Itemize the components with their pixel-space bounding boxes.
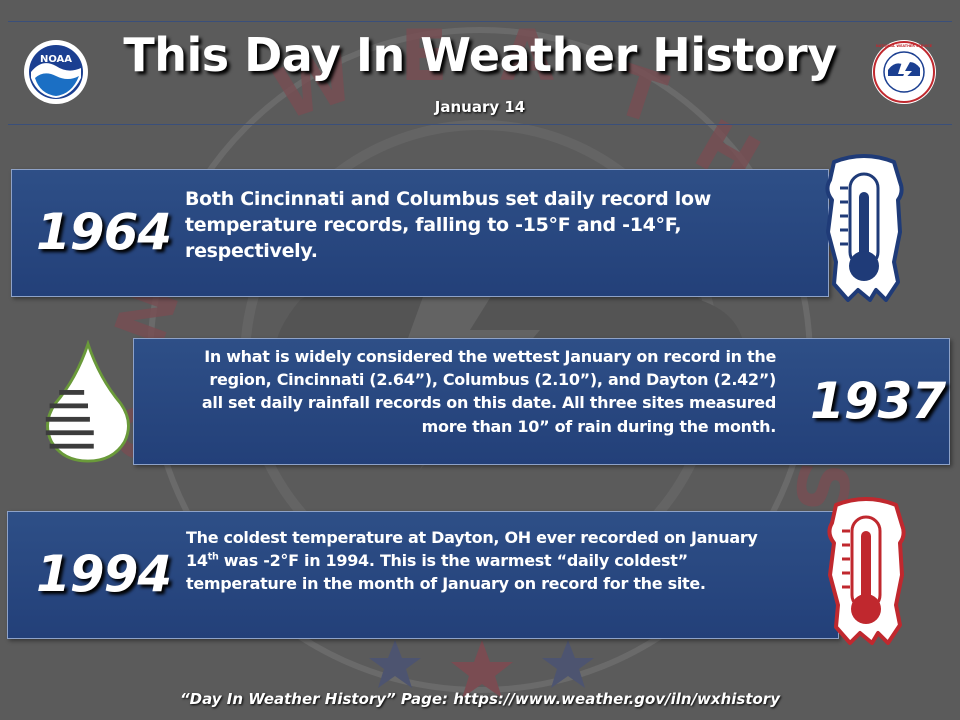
nws-logo: NATIONAL WEATHER SERVICE: [872, 40, 936, 104]
nws-logo-text: NATIONAL WEATHER SERVICE: [876, 44, 933, 48]
footer-link-text: “Day In Weather History” Page: https://w…: [180, 690, 780, 708]
noaa-logo: NOAA: [24, 40, 88, 104]
event-text-1994-part1: The coldest temperature at Dayton, OH ev…: [186, 528, 758, 571]
event-year-1937: 1937: [810, 372, 946, 430]
noaa-logo-text: NOAA: [40, 54, 72, 65]
svg-text:A: A: [500, 15, 554, 97]
event-panel-1964: [11, 169, 829, 297]
frozen-thermometer-icon: [825, 154, 904, 302]
page-title: This Day In Weather History: [123, 28, 837, 82]
svg-text:E: E: [400, 15, 448, 97]
event-text-1937: In what is widely considered the wettest…: [201, 347, 776, 436]
event-panel-1994: [7, 511, 839, 639]
header-bottom-rule: [8, 124, 952, 125]
header-top-rule: [8, 21, 952, 22]
event-text-1994-sup: th: [207, 551, 219, 563]
event-text-1994: The coldest temperature at Dayton, OH ev…: [186, 526, 766, 596]
warm-thermometer-icon: [827, 497, 906, 645]
event-text-1964: Both Cincinnati and Columbus set daily r…: [185, 188, 711, 263]
raindrop-icon: [45, 340, 130, 463]
event-year-1994: 1994: [36, 545, 172, 603]
page-date: January 14: [434, 98, 526, 116]
event-year-1964: 1964: [36, 203, 172, 261]
event-text-1994-part2: was -2°F in 1994. This is the warmest “d…: [186, 551, 706, 594]
event-panel-1937: [133, 338, 950, 465]
